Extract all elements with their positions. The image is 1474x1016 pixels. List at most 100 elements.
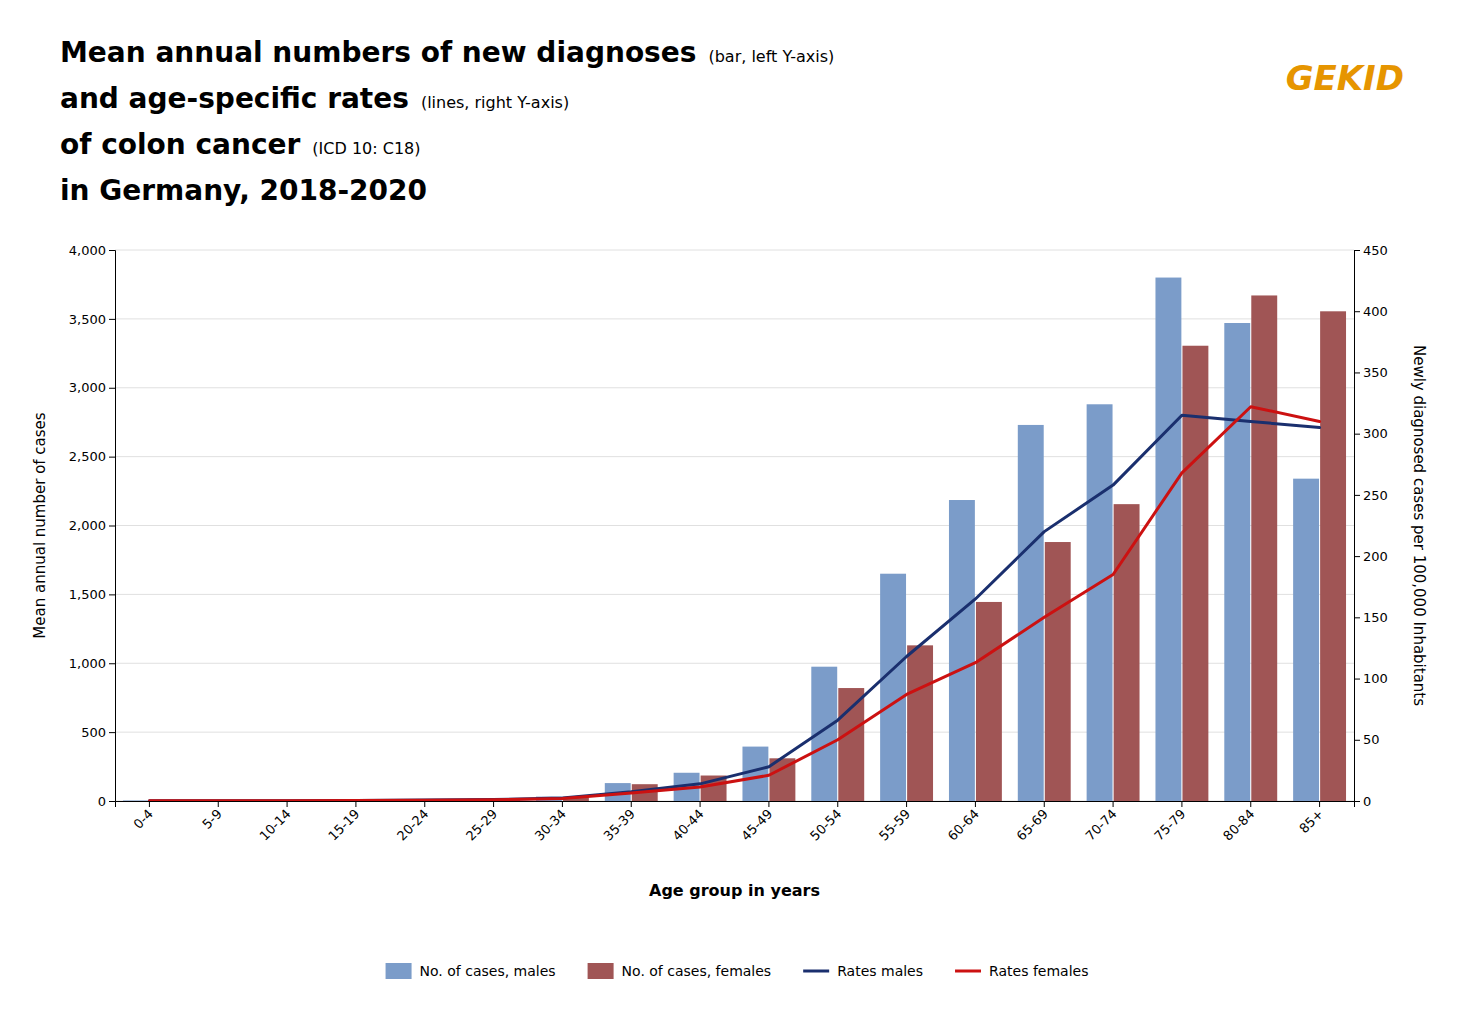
legend-item: Rates females bbox=[955, 963, 1088, 979]
grid bbox=[115, 250, 1354, 801]
tick-mark bbox=[493, 801, 494, 807]
plot-area bbox=[123, 278, 1346, 801]
tick-mark bbox=[149, 801, 150, 807]
tick-label: 3,000 bbox=[69, 380, 106, 395]
title-line: and age-specific rates bbox=[60, 82, 409, 115]
x-axis: 0-45-910-1415-1920-2425-2930-3435-3940-4… bbox=[116, 801, 1355, 844]
tick-label: 250 bbox=[1363, 488, 1388, 503]
tick-mark bbox=[1354, 679, 1360, 680]
y-axis-title: Mean annual number of cases bbox=[31, 412, 49, 638]
legend-label: No. of cases, females bbox=[622, 963, 772, 979]
tick: 50 bbox=[1354, 732, 1380, 747]
tick: 80-84 bbox=[1220, 801, 1257, 844]
tick-label: 150 bbox=[1363, 610, 1388, 625]
tick-mark bbox=[109, 801, 115, 802]
tick-mark bbox=[975, 801, 976, 807]
bar-series bbox=[123, 278, 1319, 801]
tick-mark bbox=[1044, 801, 1045, 807]
tick: 75-79 bbox=[1151, 801, 1188, 844]
tick-label: 55-59 bbox=[876, 806, 913, 843]
tick: 200 bbox=[1354, 549, 1388, 564]
bar bbox=[1114, 504, 1140, 801]
tick: 0 bbox=[98, 794, 115, 809]
tick: 0 bbox=[1354, 794, 1371, 809]
tick-mark bbox=[355, 801, 356, 807]
tick-label: 85+ bbox=[1296, 806, 1326, 836]
tick: 1,500 bbox=[69, 587, 115, 602]
x-axis-title: Age group in years bbox=[649, 881, 820, 900]
legend: No. of cases, males No. of cases, females… bbox=[386, 963, 1089, 979]
tick: 45-49 bbox=[738, 801, 775, 844]
legend-swatch bbox=[803, 970, 829, 973]
tick: 35-39 bbox=[601, 801, 638, 844]
legend-label: No. of cases, males bbox=[420, 963, 556, 979]
tick: 1,000 bbox=[69, 656, 115, 671]
tick-label: 25-29 bbox=[463, 806, 500, 843]
legend-item: No. of cases, females bbox=[588, 963, 772, 979]
line bbox=[149, 415, 1319, 800]
bar bbox=[949, 500, 975, 801]
tick: 40-44 bbox=[669, 801, 706, 844]
tick-mark bbox=[109, 250, 115, 251]
title-line: of colon cancer bbox=[60, 128, 301, 161]
bar bbox=[1018, 425, 1044, 801]
tick-label: 300 bbox=[1363, 426, 1388, 441]
bar bbox=[1251, 295, 1277, 801]
tick-mark bbox=[424, 801, 425, 807]
tick-mark bbox=[768, 801, 769, 807]
bar bbox=[1320, 311, 1346, 801]
tick-mark bbox=[218, 801, 219, 807]
bar-series bbox=[150, 295, 1346, 801]
tick: 450 bbox=[1354, 243, 1388, 258]
tick-label: 65-69 bbox=[1014, 806, 1051, 843]
tick-mark bbox=[700, 801, 701, 807]
tick-label: 1,500 bbox=[69, 587, 106, 602]
tick-label: 35-39 bbox=[601, 806, 638, 843]
tick-mark bbox=[109, 319, 115, 320]
title-note: (ICD 10: C18) bbox=[312, 139, 420, 158]
tick-label: 60-64 bbox=[945, 806, 982, 843]
bar bbox=[1182, 346, 1208, 801]
tick-label: 50-54 bbox=[807, 806, 844, 843]
tick-mark bbox=[1354, 495, 1360, 496]
tick-label: 30-34 bbox=[532, 806, 569, 843]
tick: 350 bbox=[1354, 365, 1388, 380]
tick-mark bbox=[1319, 801, 1320, 807]
tick-mark bbox=[1181, 801, 1182, 807]
tick-mark bbox=[631, 801, 632, 807]
axis-line bbox=[116, 802, 1355, 808]
chart-svg: 0-45-910-1415-1920-2425-2930-3435-3940-4… bbox=[0, 0, 1474, 1016]
tick-mark bbox=[1354, 740, 1360, 741]
tick-mark bbox=[109, 663, 115, 664]
tick-label: 15-19 bbox=[325, 806, 362, 843]
tick-mark bbox=[1354, 250, 1360, 251]
tick: 70-74 bbox=[1082, 801, 1119, 844]
tick-label: 3,500 bbox=[69, 312, 106, 327]
tick-label: 0 bbox=[1363, 794, 1371, 809]
bar bbox=[1293, 479, 1319, 801]
tick-mark bbox=[1354, 372, 1360, 373]
tick: 300 bbox=[1354, 426, 1388, 441]
logo-text: GEKID bbox=[1286, 58, 1404, 98]
tick-mark bbox=[109, 594, 115, 595]
tick: 25-29 bbox=[463, 801, 500, 844]
tick: 500 bbox=[81, 725, 115, 740]
tick-label: 10-14 bbox=[256, 806, 293, 843]
tick: 60-64 bbox=[945, 801, 982, 844]
tick: 100 bbox=[1354, 671, 1388, 686]
tick: 250 bbox=[1354, 488, 1388, 503]
tick: 55-59 bbox=[876, 801, 913, 844]
tick-label: 2,000 bbox=[69, 518, 106, 533]
bar bbox=[1155, 278, 1181, 801]
bar bbox=[123, 800, 149, 801]
tick-label: 0-4 bbox=[130, 806, 156, 832]
tick-mark bbox=[109, 526, 115, 527]
legend-swatch bbox=[955, 970, 981, 973]
tick-label: 0 bbox=[98, 794, 106, 809]
y2-axis: 050100150200250300350400450 bbox=[1354, 243, 1388, 809]
tick: 85+ bbox=[1296, 801, 1326, 836]
tick: 2,500 bbox=[69, 449, 115, 464]
tick-label: 75-79 bbox=[1151, 806, 1188, 843]
legend-item: No. of cases, males bbox=[386, 963, 556, 979]
tick: 0-4 bbox=[130, 801, 156, 832]
